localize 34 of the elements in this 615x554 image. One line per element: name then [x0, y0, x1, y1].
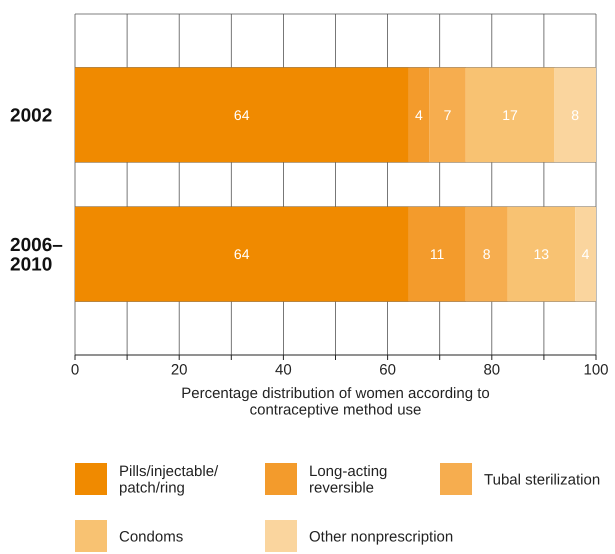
bar — [466, 68, 554, 162]
bar — [408, 68, 430, 162]
bar — [554, 68, 596, 162]
data-label: 4 — [582, 246, 590, 262]
bar — [507, 206, 576, 302]
x-tick-label: 40 — [275, 361, 292, 378]
x-tick-label: 20 — [170, 361, 188, 378]
bar — [466, 206, 508, 302]
data-label: 7 — [444, 106, 452, 123]
data-label: 17 — [502, 106, 518, 123]
x-tick-label: 100 — [583, 361, 609, 378]
x-tick-label: 0 — [70, 361, 80, 378]
data-label: 11 — [430, 246, 445, 262]
x-tick-label: 80 — [483, 361, 500, 378]
bar — [575, 206, 596, 302]
legend-label: Other nonprescription — [309, 528, 454, 546]
legend-label: Pills/injectable/patch/ring — [119, 462, 220, 496]
data-label: 64 — [234, 106, 250, 123]
x-axis-title: Percentage distribution of women according to contraceptive method use — [181, 385, 490, 418]
bar — [75, 68, 408, 162]
bar — [429, 68, 466, 162]
data-label: 8 — [482, 246, 491, 262]
x-tick-label: 60 — [379, 361, 396, 378]
legend-label: Tubal sterilization — [484, 471, 600, 488]
data-label: 13 — [534, 246, 550, 262]
legend-label: Condoms — [119, 528, 184, 546]
data-label: 64 — [234, 246, 250, 262]
bar — [75, 206, 408, 302]
y-tick-label: 2006–2010 — [10, 234, 63, 276]
bar — [408, 206, 466, 302]
y-tick-label: 2002 — [10, 106, 52, 127]
data-label: 8 — [571, 106, 580, 123]
legend-label: Long-acting reversible — [309, 462, 388, 496]
data-label: 4 — [414, 106, 423, 123]
